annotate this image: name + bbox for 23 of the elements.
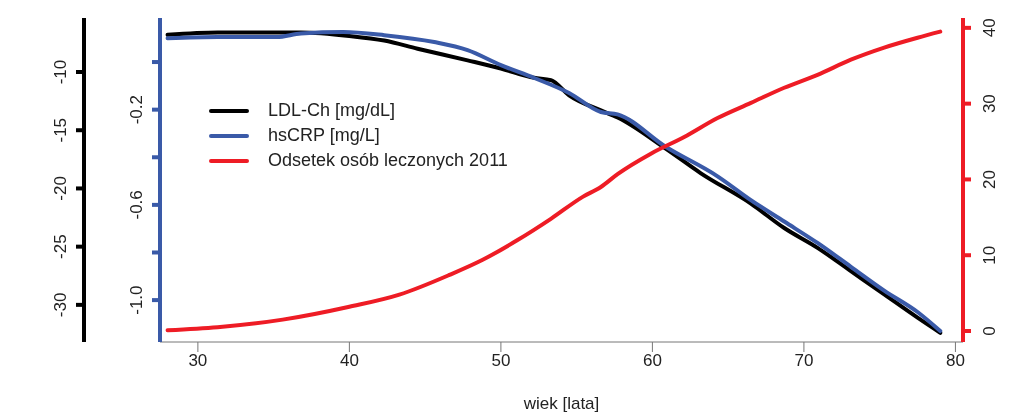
- legend-label: LDL-Ch [mg/dL]: [268, 100, 396, 121]
- x-tick-label: 60: [642, 351, 662, 371]
- y2-tick-label: -15: [51, 117, 70, 143]
- y-tick-label: -0.6: [127, 190, 146, 220]
- x-tick-label: 30: [188, 351, 208, 371]
- y2-tick-label: -25: [51, 234, 70, 259]
- y3-tick-label: 0: [980, 326, 999, 336]
- y2-tick-label: -20: [51, 176, 70, 201]
- y3-tick-label: 40: [980, 18, 999, 38]
- x-tick-label: 70: [794, 351, 814, 371]
- x-tick-label: 80: [945, 351, 965, 371]
- legend-label: Odsetek osób leczonych 2011: [268, 150, 508, 171]
- y2-tick-label: -10: [51, 59, 70, 85]
- y2-tick-label: -30: [51, 292, 70, 318]
- x-tick-label: 50: [491, 351, 511, 371]
- x-axis-title: wiek [lata]: [522, 394, 600, 413]
- y-tick-label: -1.0: [127, 285, 146, 315]
- x-tick-label: 40: [339, 351, 359, 371]
- y-tick-label: -0.2: [127, 95, 146, 125]
- y3-tick-label: 20: [980, 169, 999, 189]
- y3-tick-label: 30: [980, 94, 999, 114]
- y3-tick-label: 10: [980, 245, 999, 265]
- legend-label: hsCRP [mg/L]: [268, 125, 380, 146]
